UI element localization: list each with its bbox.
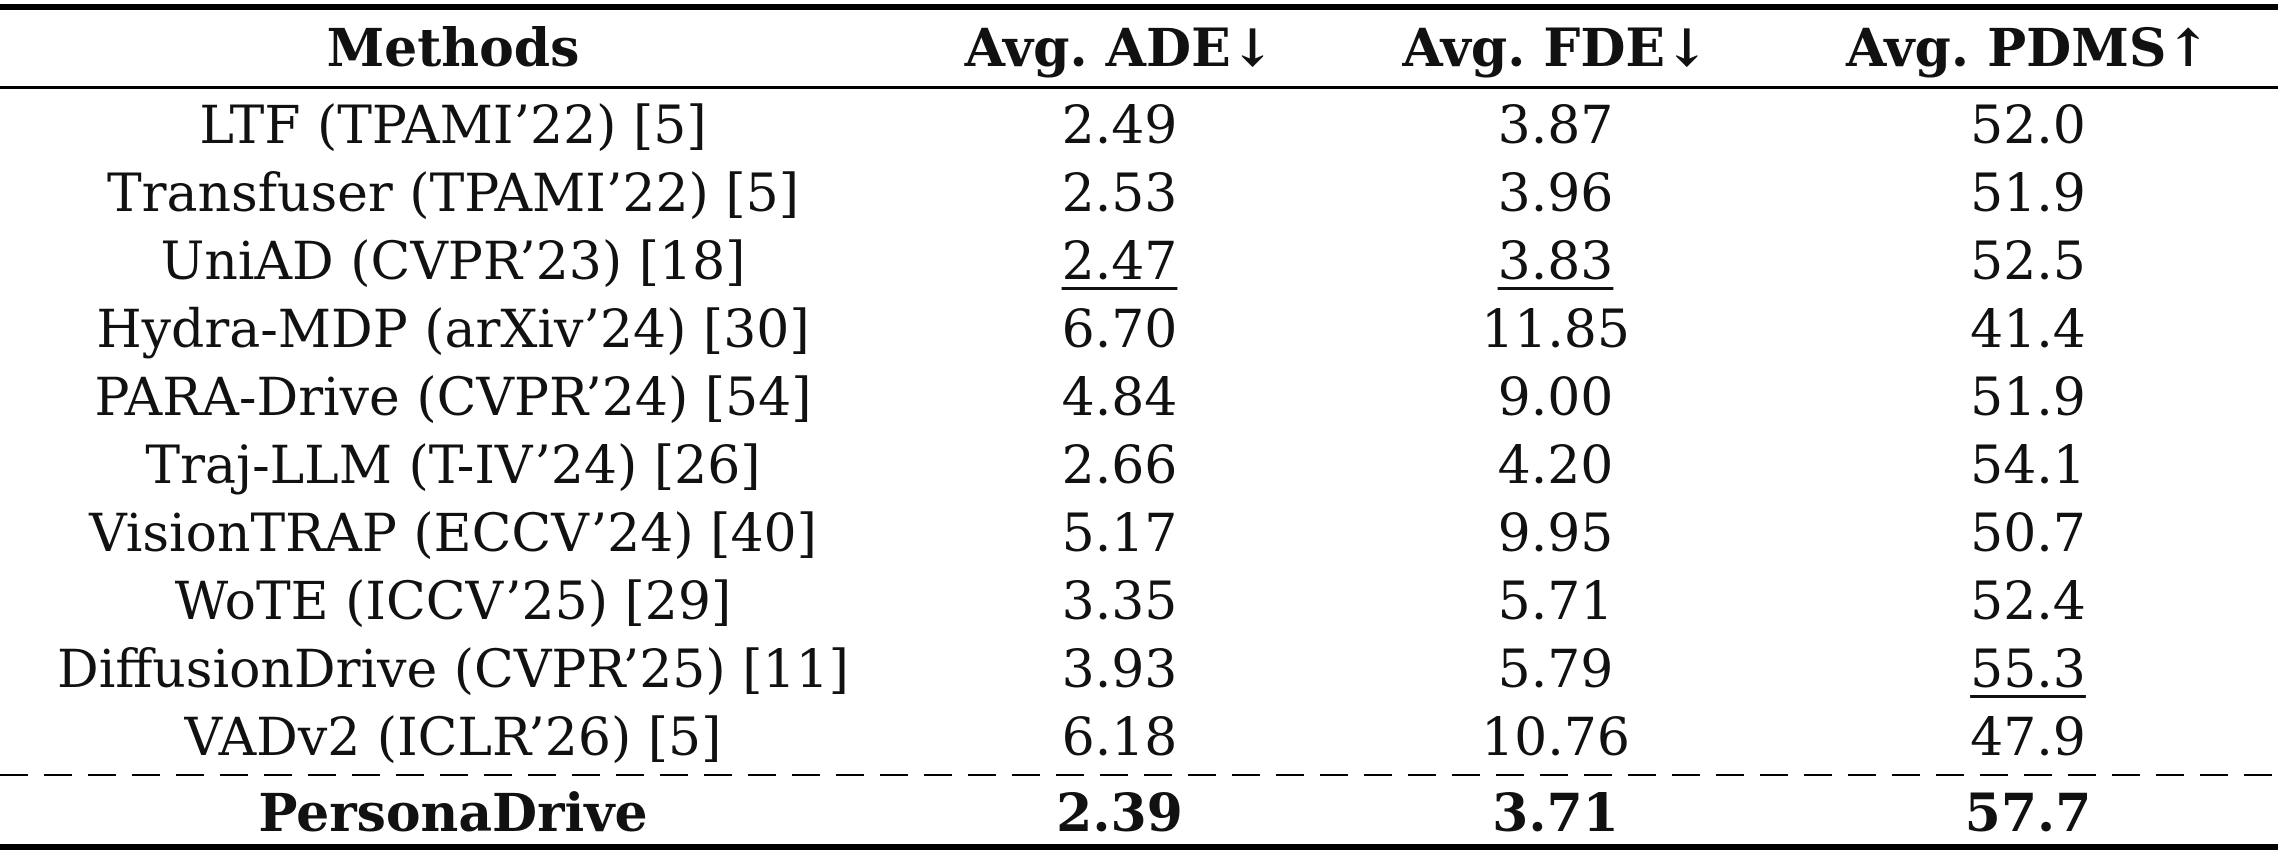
- header-rule: [0, 86, 2278, 89]
- method-cell: DiffusionDrive (CVPR’25) [11]: [57, 640, 849, 700]
- header-methods: Methods: [326, 18, 580, 79]
- ade-cell: 2.66: [1061, 436, 1178, 496]
- results-table: Methods Avg. ADE↓ Avg. FDE↓ Avg. PDMS↑ L…: [0, 10, 2278, 850]
- method-cell: PARA-Drive (CVPR’24) [54]: [94, 368, 812, 428]
- pdms-cell: 54.1: [1970, 436, 2086, 496]
- header-row: Methods Avg. ADE↓ Avg. FDE↓ Avg. PDMS↑: [0, 10, 2278, 88]
- method-cell: Hydra-MDP (arXiv’24) [30]: [96, 300, 810, 360]
- method-cell: VisionTRAP (ECCV’24) [40]: [89, 504, 817, 564]
- ade-cell: 6.70: [1061, 300, 1178, 360]
- fde-cell: 4.20: [1497, 436, 1614, 496]
- method-cell: LTF (TPAMI’22) [5]: [199, 96, 707, 156]
- ade-cell: 2.47: [906, 228, 1333, 296]
- fde-cell: 5.71: [1497, 572, 1614, 632]
- fde-cell: 3.83: [1333, 228, 1778, 296]
- method-cell: UniAD (CVPR’23) [18]: [160, 232, 746, 292]
- fde-cell: 11.85: [1481, 300, 1630, 360]
- table-row: LTF (TPAMI’22) [5] 2.49 3.87 52.0: [0, 88, 2278, 160]
- fde-cell: 3.87: [1497, 96, 1614, 156]
- second-best-fde: 3.83: [1497, 232, 1614, 292]
- method-cell: WoTE (ICCV’25) [29]: [174, 572, 732, 632]
- ours-row: PersonaDrive 2.39 3.71 57.7: [0, 772, 2278, 850]
- table-row: VisionTRAP (ECCV’24) [40] 5.17 9.95 50.7: [0, 500, 2278, 568]
- ade-cell: 3.93: [1061, 640, 1178, 700]
- fde-cell: 5.79: [1497, 640, 1614, 700]
- bottom-rule: [0, 844, 2278, 850]
- second-best-pdms: 55.3: [1970, 640, 2086, 700]
- fde-cell: 10.76: [1481, 708, 1630, 768]
- ours-fde-cell: 3.71: [1492, 783, 1619, 844]
- table-row: UniAD (CVPR’23) [18] 2.47 3.83 52.5: [0, 228, 2278, 296]
- table-row: Transfuser (TPAMI’22) [5] 2.53 3.96 51.9: [0, 160, 2278, 228]
- table-row: VADv2 (ICLR’26) [5] 6.18 10.76 47.9: [0, 704, 2278, 772]
- ade-cell: 5.17: [1061, 504, 1178, 564]
- ours-ade-cell: 2.39: [1056, 783, 1183, 844]
- pdms-cell: 52.0: [1970, 96, 2086, 156]
- table-row: Traj-LLM (T-IV’24) [26] 2.66 4.20 54.1: [0, 432, 2278, 500]
- second-best-ade: 2.47: [1061, 232, 1178, 292]
- ours-method-cell: PersonaDrive: [258, 783, 648, 844]
- pdms-cell: 41.4: [1970, 300, 2086, 360]
- pdms-cell: 47.9: [1970, 708, 2086, 768]
- pdms-cell: 51.9: [1970, 164, 2086, 224]
- header-avg-pdms: Avg. PDMS↑: [1846, 18, 2210, 79]
- method-cell: Traj-LLM (T-IV’24) [26]: [145, 436, 761, 496]
- header-avg-fde: Avg. FDE↓: [1402, 18, 1709, 79]
- table-row: Hydra-MDP (arXiv’24) [30] 6.70 11.85 41.…: [0, 296, 2278, 364]
- fde-cell: 9.00: [1497, 368, 1614, 428]
- table-row: PARA-Drive (CVPR’24) [54] 4.84 9.00 51.9: [0, 364, 2278, 432]
- ade-cell: 2.49: [1061, 96, 1178, 156]
- pdms-cell: 52.4: [1970, 572, 2086, 632]
- pdms-cell: 51.9: [1970, 368, 2086, 428]
- pdms-cell: 52.5: [1970, 232, 2086, 292]
- ade-cell: 4.84: [1061, 368, 1178, 428]
- ade-cell: 6.18: [1061, 708, 1178, 768]
- method-cell: Transfuser (TPAMI’22) [5]: [107, 164, 799, 224]
- dashed-separator: [0, 774, 2278, 776]
- table-row: WoTE (ICCV’25) [29] 3.35 5.71 52.4: [0, 568, 2278, 636]
- ade-cell: 3.35: [1061, 572, 1178, 632]
- fde-cell: 3.96: [1497, 164, 1614, 224]
- method-cell: VADv2 (ICLR’26) [5]: [184, 708, 722, 768]
- fde-cell: 9.95: [1497, 504, 1614, 564]
- table-row: DiffusionDrive (CVPR’25) [11] 3.93 5.79 …: [0, 636, 2278, 704]
- ade-cell: 2.53: [1061, 164, 1178, 224]
- pdms-cell: 55.3: [1778, 636, 2278, 704]
- top-rule: [0, 4, 2278, 10]
- header-avg-ade: Avg. ADE↓: [964, 18, 1275, 79]
- pdms-cell: 50.7: [1970, 504, 2086, 564]
- ours-pdms-cell: 57.7: [1964, 783, 2092, 844]
